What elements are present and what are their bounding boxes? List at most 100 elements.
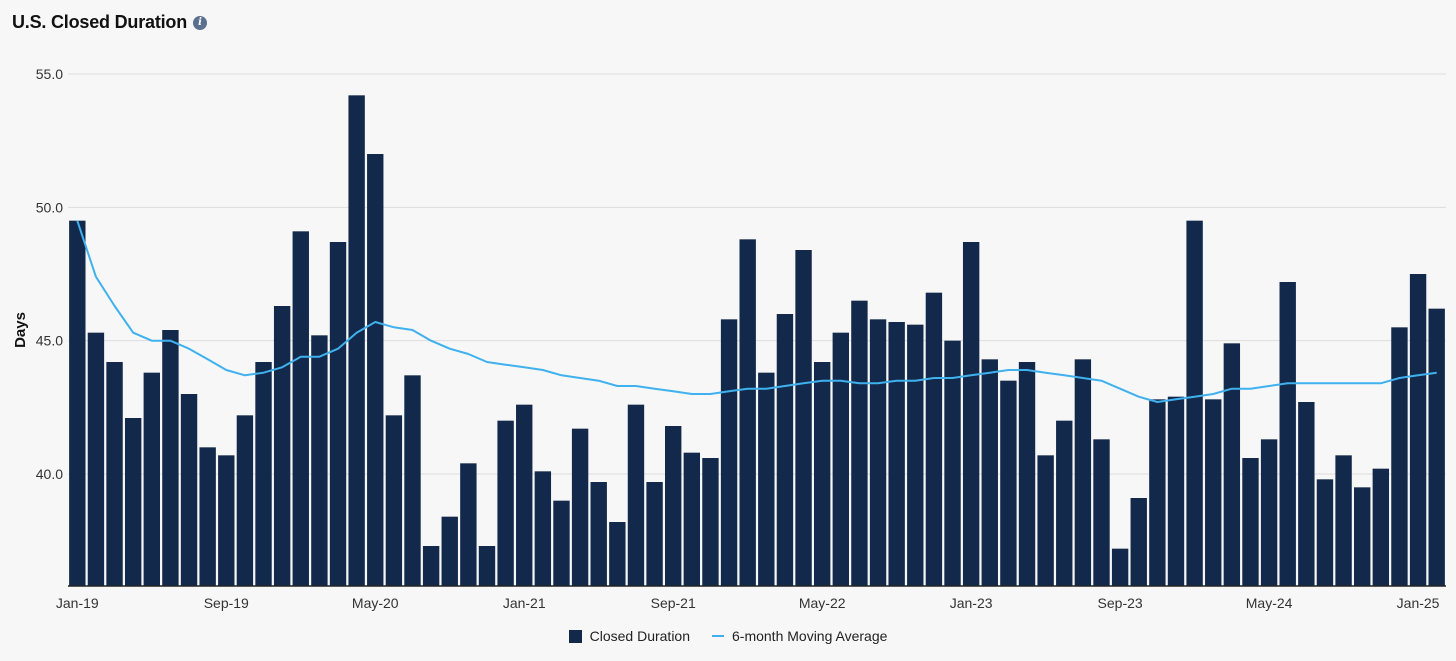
bar[interactable] [1186, 220, 1203, 586]
bar[interactable] [478, 546, 496, 586]
bar[interactable] [460, 463, 477, 586]
legend-label-closed-duration: Closed Duration [589, 628, 690, 644]
y-tick-label: 55.0 [36, 66, 63, 82]
bar[interactable] [925, 292, 943, 586]
legend-label-moving-average: 6-month Moving Average [732, 628, 888, 644]
bar[interactable] [1298, 402, 1315, 586]
bar[interactable] [1056, 420, 1073, 586]
bar[interactable] [180, 394, 198, 586]
line-swatch-icon [712, 635, 724, 637]
bar[interactable] [273, 306, 291, 586]
bar[interactable] [1111, 548, 1129, 586]
bar[interactable] [69, 220, 86, 586]
bar[interactable] [1372, 468, 1390, 586]
bar[interactable] [534, 471, 552, 586]
bar[interactable] [1409, 274, 1427, 586]
bar[interactable] [646, 482, 663, 586]
x-tick-label: Sep-21 [651, 595, 696, 611]
bar[interactable] [571, 428, 589, 586]
bar[interactable] [236, 415, 254, 586]
bar[interactable] [739, 239, 756, 587]
x-tick-label: Jan-21 [503, 595, 546, 611]
legend-item-moving-average[interactable]: 6-month Moving Average [712, 628, 887, 644]
bar[interactable] [795, 250, 812, 586]
bar[interactable] [813, 362, 831, 586]
y-axis-label: Days [12, 312, 29, 348]
bar[interactable] [422, 546, 440, 586]
x-tick-label: Jan-23 [950, 595, 993, 611]
legend-item-closed-duration[interactable]: Closed Duration [568, 628, 690, 644]
bar[interactable] [1093, 439, 1110, 586]
x-tick-label: Jan-25 [1397, 595, 1440, 611]
bar[interactable] [590, 482, 607, 586]
x-tick-label: Sep-23 [1098, 595, 1143, 611]
bar[interactable] [255, 362, 272, 586]
bar[interactable] [1242, 458, 1259, 586]
y-tick-label: 40.0 [36, 466, 63, 482]
bar-swatch-icon [568, 629, 582, 643]
bar[interactable] [199, 447, 216, 586]
bar[interactable] [888, 322, 905, 586]
bar[interactable] [553, 500, 570, 586]
bar[interactable] [1335, 455, 1352, 586]
y-tick-label: 45.0 [36, 333, 63, 349]
bar[interactable] [609, 522, 626, 586]
bar[interactable] [758, 372, 775, 586]
bar[interactable] [311, 335, 328, 586]
bar[interactable] [385, 415, 403, 586]
bar[interactable] [720, 319, 738, 586]
bar[interactable] [1223, 343, 1241, 586]
chart-title: U.S. Closed Duration [12, 12, 188, 32]
bar[interactable] [1130, 498, 1147, 586]
bar[interactable] [124, 418, 142, 586]
moving-average-line [76, 220, 1437, 403]
info-icon[interactable]: i [193, 15, 208, 30]
bar[interactable] [1354, 487, 1371, 586]
bar[interactable] [106, 362, 123, 586]
x-tick-label: Jan-19 [56, 595, 99, 611]
bar[interactable] [441, 516, 458, 586]
bar[interactable] [869, 319, 887, 586]
bar[interactable] [329, 242, 347, 586]
bar[interactable] [1279, 282, 1296, 586]
bar[interactable] [702, 458, 719, 586]
bar[interactable] [981, 359, 998, 586]
y-tick-label: 50.0 [36, 199, 63, 215]
bar[interactable] [404, 375, 421, 586]
bar[interactable] [665, 426, 682, 586]
bar[interactable] [776, 314, 794, 586]
bar[interactable] [1205, 399, 1222, 586]
x-tick-label: May-24 [1246, 595, 1293, 611]
bar[interactable] [1167, 396, 1185, 586]
bar[interactable] [683, 452, 701, 586]
bar[interactable] [1428, 308, 1445, 586]
bar[interactable] [962, 242, 980, 586]
bar[interactable] [832, 332, 849, 586]
bar[interactable] [1000, 380, 1017, 586]
bar[interactable] [1316, 479, 1334, 586]
x-tick-label: Sep-19 [204, 595, 249, 611]
bar[interactable] [1149, 399, 1166, 586]
bar[interactable] [348, 95, 365, 586]
bar[interactable] [162, 330, 179, 586]
bar[interactable] [367, 154, 384, 586]
bar[interactable] [627, 404, 645, 586]
x-tick-label: May-22 [799, 595, 846, 611]
bar[interactable] [851, 300, 868, 586]
bar[interactable] [292, 231, 309, 587]
bar[interactable] [497, 420, 514, 586]
bar[interactable] [87, 332, 105, 586]
bar[interactable] [1074, 359, 1092, 586]
bar[interactable] [1260, 439, 1278, 586]
bar[interactable] [1037, 455, 1054, 586]
bar[interactable] [516, 404, 533, 586]
chart-legend: Closed Duration 6-month Moving Average [0, 628, 1456, 644]
bar[interactable] [143, 372, 160, 586]
bar[interactable] [1391, 327, 1408, 586]
bar[interactable] [1018, 362, 1036, 586]
bar[interactable] [907, 324, 924, 586]
bar[interactable] [218, 455, 235, 586]
bar[interactable] [944, 340, 961, 586]
chart-header: U.S. Closed Duration i [12, 12, 208, 33]
